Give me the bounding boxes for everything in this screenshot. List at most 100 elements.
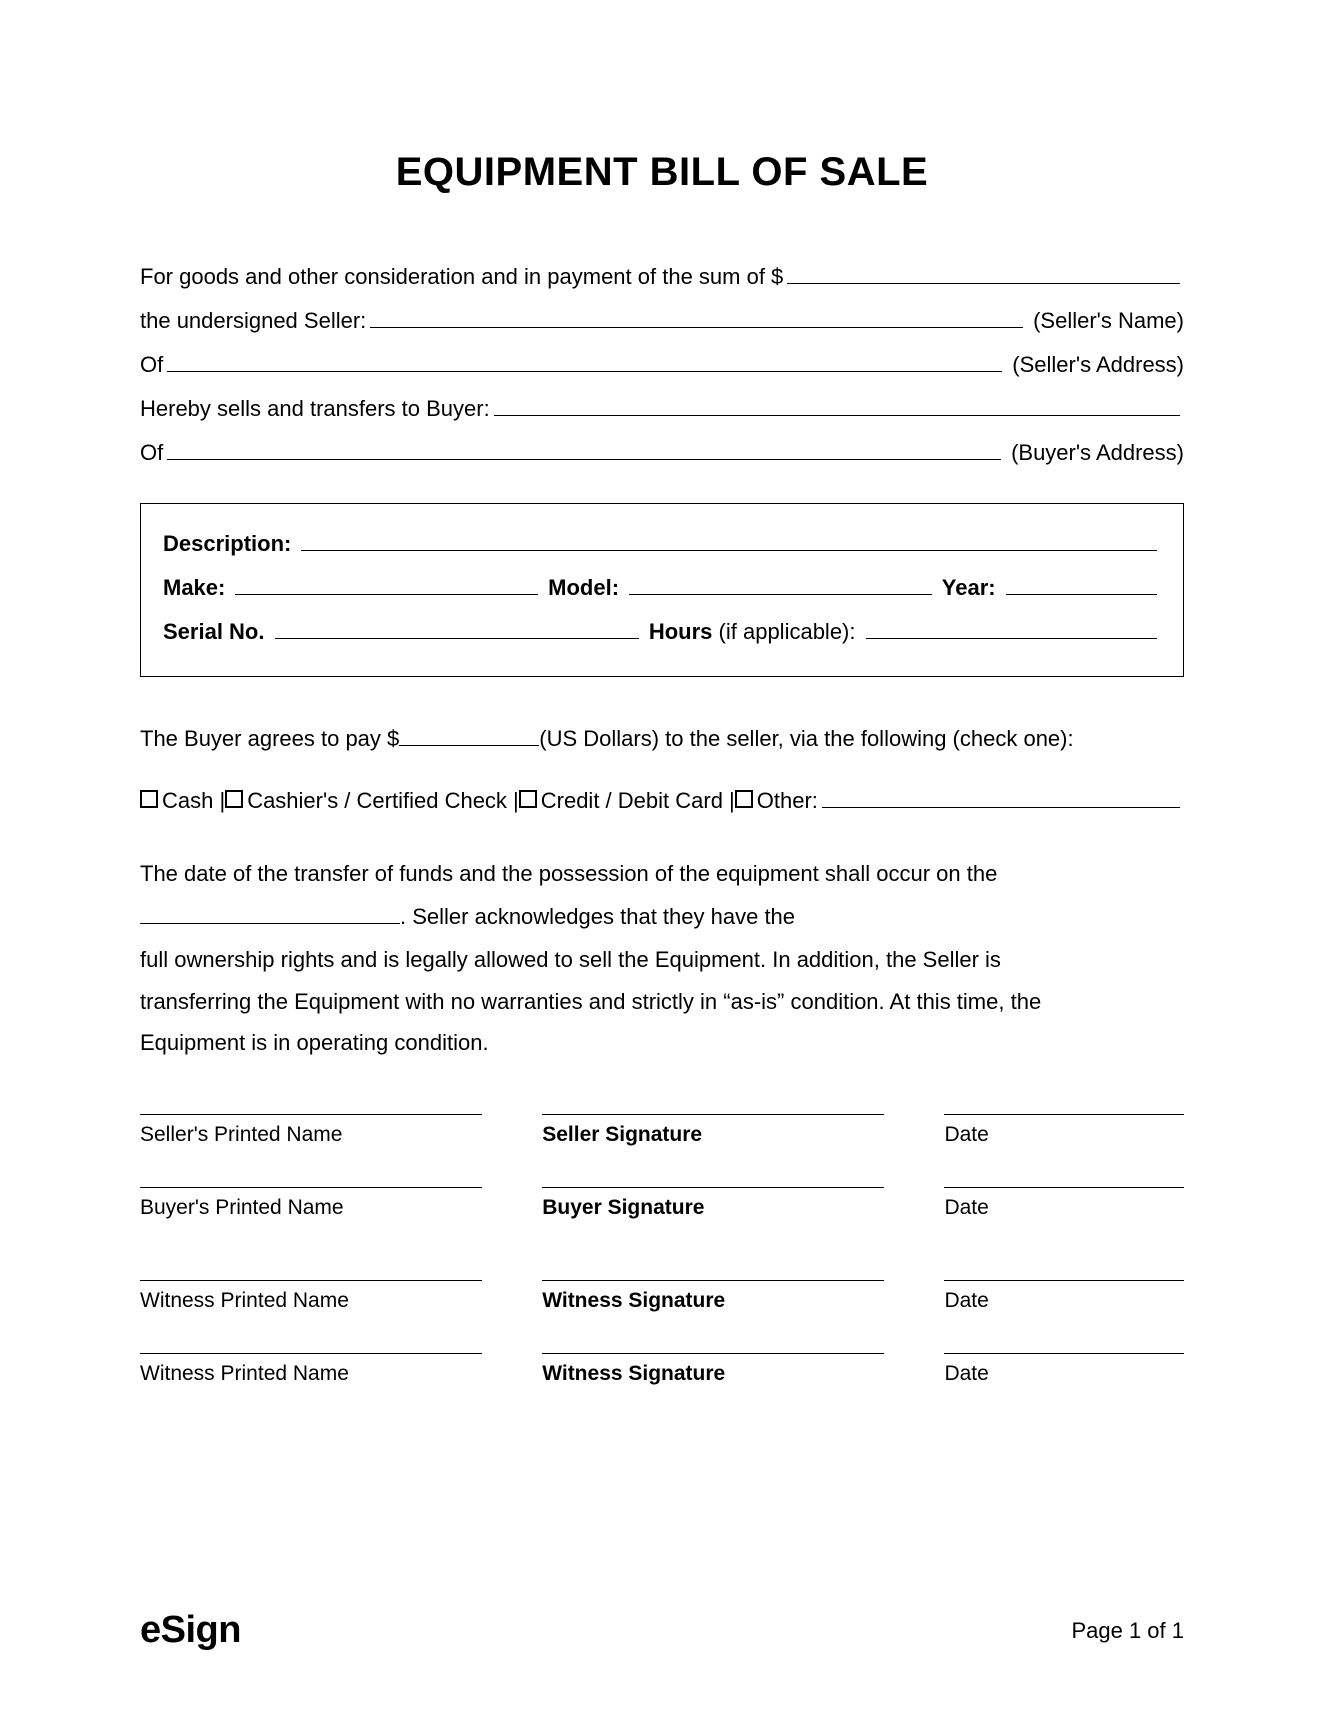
of-label-2: Of <box>140 431 163 475</box>
buyer-addr-blank[interactable] <box>167 436 1001 460</box>
make-blank[interactable] <box>235 571 538 595</box>
transfer-paragraph: The date of the transfer of funds and th… <box>140 853 1184 1064</box>
transfer-line1: The date of the transfer of funds and th… <box>140 853 1184 895</box>
witness2-date-cell: Date <box>944 1353 1184 1386</box>
witness2-sig-row: Witness Printed Name Witness Signature D… <box>140 1353 1184 1386</box>
pay-amount-blank[interactable] <box>399 722 539 746</box>
seller-date-label: Date <box>944 1123 1184 1147</box>
witness1-signature-cell: Witness Signature <box>542 1280 884 1313</box>
serial-blank[interactable] <box>275 615 639 639</box>
other-blank[interactable] <box>822 784 1180 808</box>
transfer-date-blank[interactable] <box>140 900 400 924</box>
buyer-printed-name-label: Buyer's Printed Name <box>140 1196 482 1220</box>
witness1-signature-label: Witness Signature <box>542 1289 884 1313</box>
description-label: Description: <box>163 522 291 566</box>
hours-blank[interactable] <box>866 615 1158 639</box>
opt-card: Credit / Debit Card | <box>541 779 735 823</box>
intro-block: For goods and other consideration and in… <box>140 255 1184 475</box>
checkbox-other[interactable] <box>735 790 753 808</box>
witness1-printed-name-label: Witness Printed Name <box>140 1289 482 1313</box>
seller-addr-line: Of (Seller's Address) <box>140 343 1184 387</box>
witness2-date-label: Date <box>944 1362 1184 1386</box>
signature-grid: Seller's Printed Name Seller Signature D… <box>140 1114 1184 1386</box>
witness1-date-cell: Date <box>944 1280 1184 1313</box>
make-label: Make: <box>163 566 225 610</box>
buyer-printed-name-cell: Buyer's Printed Name <box>140 1187 482 1220</box>
transfer-line4: transferring the Equipment with no warra… <box>140 981 1184 1023</box>
checkbox-card[interactable] <box>519 790 537 808</box>
buyer-signature-cell: Buyer Signature <box>542 1187 884 1220</box>
description-row: Description: <box>163 522 1161 566</box>
seller-signature-label: Seller Signature <box>542 1123 884 1147</box>
payment-amount-line: The Buyer agrees to pay $ (US Dollars) t… <box>140 717 1184 761</box>
seller-sig-row: Seller's Printed Name Seller Signature D… <box>140 1114 1184 1147</box>
year-label: Year: <box>942 566 996 610</box>
seller-date-cell: Date <box>944 1114 1184 1147</box>
witness1-printed-name-cell: Witness Printed Name <box>140 1280 482 1313</box>
page-footer: eSign Page 1 of 1 <box>140 1609 1184 1652</box>
buyer-date-line[interactable] <box>944 1187 1184 1188</box>
serial-hours-row: Serial No. Hours (if applicable): <box>163 610 1161 654</box>
buyer-name-line: Hereby sells and transfers to Buyer: <box>140 387 1184 431</box>
seller-printed-name-line[interactable] <box>140 1114 482 1115</box>
seller-signature-line[interactable] <box>542 1114 884 1115</box>
checkbox-cash[interactable] <box>140 790 158 808</box>
payment-method-line: Cash | Cashier's / Certified Check | Cre… <box>140 779 1184 823</box>
seller-prefix: the undersigned Seller: <box>140 299 366 343</box>
witness1-signature-line[interactable] <box>542 1280 884 1281</box>
page-number: Page 1 of 1 <box>1071 1618 1184 1644</box>
seller-signature-cell: Seller Signature <box>542 1114 884 1147</box>
buyer-signature-line[interactable] <box>542 1187 884 1188</box>
witness1-sig-row: Witness Printed Name Witness Signature D… <box>140 1280 1184 1313</box>
buyer-sig-row: Buyer's Printed Name Buyer Signature Dat… <box>140 1187 1184 1220</box>
hours-label: Hours (if applicable): <box>649 610 856 654</box>
opt-cash: Cash | <box>162 779 225 823</box>
buyer-printed-name-line[interactable] <box>140 1187 482 1188</box>
seller-printed-name-label: Seller's Printed Name <box>140 1123 482 1147</box>
transfer-line3: full ownership rights and is legally all… <box>140 939 1184 981</box>
checkbox-check[interactable] <box>225 790 243 808</box>
year-blank[interactable] <box>1006 571 1157 595</box>
buyer-prefix: Hereby sells and transfers to Buyer: <box>140 387 490 431</box>
esign-logo: eSign <box>140 1609 241 1652</box>
buyer-name-blank[interactable] <box>494 392 1180 416</box>
seller-addr-paren: (Seller's Address) <box>1012 343 1184 387</box>
of-label-1: Of <box>140 343 163 387</box>
seller-name-paren: (Seller's Name) <box>1033 299 1184 343</box>
witness1-date-label: Date <box>944 1289 1184 1313</box>
description-box: Description: Make: Model: Year: Serial N… <box>140 503 1184 677</box>
buyer-signature-label: Buyer Signature <box>542 1196 884 1220</box>
witness2-printed-name-label: Witness Printed Name <box>140 1362 482 1386</box>
seller-printed-name-cell: Seller's Printed Name <box>140 1114 482 1147</box>
transfer-after-blank: . Seller acknowledges that they have the <box>400 895 795 939</box>
witness1-date-line[interactable] <box>944 1280 1184 1281</box>
seller-addr-blank[interactable] <box>167 348 1002 372</box>
witness1-printed-name-line[interactable] <box>140 1280 482 1281</box>
seller-date-line[interactable] <box>944 1114 1184 1115</box>
document-page: EQUIPMENT BILL OF SALE For goods and oth… <box>0 0 1324 1712</box>
buyer-addr-paren: (Buyer's Address) <box>1011 431 1184 475</box>
page-title: EQUIPMENT BILL OF SALE <box>140 150 1184 195</box>
model-blank[interactable] <box>629 571 932 595</box>
opt-other: Other: <box>757 779 818 823</box>
witness2-signature-cell: Witness Signature <box>542 1353 884 1386</box>
pay-prefix: The Buyer agrees to pay $ <box>140 717 399 761</box>
description-blank[interactable] <box>301 527 1157 551</box>
witness2-printed-name-line[interactable] <box>140 1353 482 1354</box>
witness2-signature-line[interactable] <box>542 1353 884 1354</box>
witness2-printed-name-cell: Witness Printed Name <box>140 1353 482 1386</box>
seller-name-blank[interactable] <box>370 304 1023 328</box>
serial-label: Serial No. <box>163 610 265 654</box>
payment-block: The Buyer agrees to pay $ (US Dollars) t… <box>140 717 1184 823</box>
make-model-year-row: Make: Model: Year: <box>163 566 1161 610</box>
witness2-signature-label: Witness Signature <box>542 1362 884 1386</box>
witness2-date-line[interactable] <box>944 1353 1184 1354</box>
buyer-addr-line: Of (Buyer's Address) <box>140 431 1184 475</box>
transfer-date-line: . Seller acknowledges that they have the <box>140 895 1184 939</box>
transfer-line5: Equipment is in operating condition. <box>140 1022 1184 1064</box>
sum-blank[interactable] <box>787 260 1180 284</box>
sum-line: For goods and other consideration and in… <box>140 255 1184 299</box>
seller-name-line: the undersigned Seller: (Seller's Name) <box>140 299 1184 343</box>
opt-check: Cashier's / Certified Check | <box>247 779 519 823</box>
sum-prefix: For goods and other consideration and in… <box>140 255 783 299</box>
